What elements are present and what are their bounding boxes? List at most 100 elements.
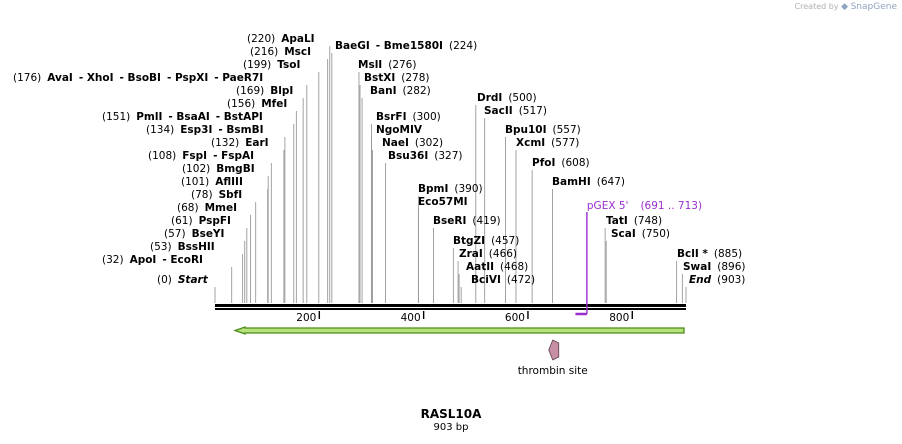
snapgene-credit: Created by ◆ SnapGene (795, 2, 897, 12)
site-label-part: ApoI (130, 254, 157, 266)
axis-tick-label: 200 (296, 312, 316, 324)
site-label: (32) ApoI - EcoRI (102, 254, 203, 266)
site-label-part: (32) (102, 254, 124, 266)
site-label: BpmI (390) (418, 183, 483, 195)
site-label: (53) BssHII (150, 241, 215, 253)
site-label-part: BamHI (552, 176, 591, 188)
site-label: (78) SbfI (191, 189, 242, 201)
site-label: (102) BmgBI (182, 163, 255, 175)
site-label-part: (220) (247, 33, 275, 45)
site-label-part: (102) (182, 163, 210, 175)
site-leaders (214, 46, 687, 303)
site-label: (176) AvaI - XhoI - BsoBI - PspXI - PaeR7I (13, 72, 263, 84)
snapgene-logo: ◆ (841, 2, 849, 12)
site-label-part: (132) (211, 137, 239, 149)
site-label-part: DrdI (477, 92, 502, 104)
site-label: (134) Esp3I - BsmBI (146, 124, 264, 136)
site-label-part: Esp3I (180, 124, 212, 136)
site-label-part: BmgBI (216, 163, 254, 175)
site-label: SwaI (896) (683, 261, 746, 273)
site-label-part: (468) (500, 261, 528, 273)
site-label-part: (278) (401, 72, 429, 84)
site-label-part: (302) (415, 137, 443, 149)
backbone-bottom-strand (215, 308, 686, 310)
site-label: (199) TsoI (243, 59, 300, 71)
site-label-part: (282) (402, 85, 430, 97)
site-label: PfoI (608) (532, 157, 590, 169)
site-label-part: PspFI (199, 215, 231, 227)
site-label: (156) MfeI (227, 98, 287, 110)
site-label-part: (557) (553, 124, 581, 136)
site-label-part: - Bme1580I (376, 40, 443, 52)
site-label: (169) BlpI (236, 85, 293, 97)
site-label-part: NaeI (382, 137, 409, 149)
site-label-part: BanI (370, 85, 396, 97)
site-label-part: TsoI (277, 59, 300, 71)
site-label-part: (134) (146, 124, 174, 136)
site-label-part: (108) (148, 150, 176, 162)
site-label-part: (608) (561, 157, 589, 169)
site-label: NaeI (302) (382, 137, 443, 149)
site-label: (61) PspFI (171, 215, 231, 227)
site-label-part: (224) (449, 40, 477, 52)
site-label-part: BclI * (677, 248, 708, 260)
site-label: ZraI (466) (459, 248, 517, 260)
site-label: BanI (282) (370, 85, 431, 97)
credit-prefix: Created by (794, 2, 839, 11)
site-label: AatII (468) (466, 261, 528, 273)
site-label-part: (903) (717, 274, 745, 286)
site-label-part: Start (178, 274, 209, 286)
site-label-part: (419) (472, 215, 500, 227)
site-label-part: BpmI (418, 183, 448, 195)
site-label-part: BstXI (364, 72, 395, 84)
site-label-part: SbfI (219, 189, 243, 201)
site-label-part: MslI (358, 59, 382, 71)
site-label: TatI (748) (606, 215, 662, 227)
site-label-part: BseRI (433, 215, 466, 227)
site-label: MslI (276) (358, 59, 416, 71)
site-label: (0) Start (157, 274, 209, 286)
site-label-part: AflIII (215, 176, 243, 188)
site-label-part: AvaI (47, 72, 73, 84)
site-label-part: (68) (177, 202, 199, 214)
site-label-part: PmlI (136, 111, 162, 123)
site-label-part: Bsu36I (388, 150, 428, 162)
site-label-part: (472) (507, 274, 535, 286)
primer-range: (691 .. 713) (640, 200, 702, 212)
site-label-part: - PaeR7I (214, 72, 263, 84)
axis-tick-label: 400 (401, 312, 421, 324)
site-label-part: (750) (642, 228, 670, 240)
site-label-part: (169) (236, 85, 264, 97)
site-label-part: EarI (245, 137, 268, 149)
site-label: Eco57MI (418, 196, 468, 208)
site-label-part: (457) (491, 235, 519, 247)
site-label-part: MmeI (205, 202, 237, 214)
site-label-part: PfoI (532, 157, 555, 169)
feature-group: thrombin site (233, 326, 685, 377)
site-label-part: (151) (102, 111, 130, 123)
site-label: BstXI (278) (364, 72, 430, 84)
site-label-part: (156) (227, 98, 255, 110)
axis-tick-label: 600 (505, 312, 525, 324)
feature-arrow (233, 326, 685, 335)
primer-group: pGEX 5' (691 .. 713) (575, 200, 702, 316)
site-label-part: BciVI (471, 274, 501, 286)
plasmid-name: RASL10A (420, 407, 482, 421)
site-label: (151) PmlI - BsaAI - BstAPI (102, 111, 263, 123)
site-label-part: FspI (182, 150, 207, 162)
site-label-part: (276) (388, 59, 416, 71)
site-label-part: (517) (519, 105, 547, 117)
primer-label: pGEX 5' (691 .. 713) (587, 200, 702, 212)
site-label-part: (896) (717, 261, 745, 273)
site-labels: (0) Start (32) ApoI - EcoRI(53) BssHII(57) Bse… (13, 33, 746, 286)
site-label-part: AatII (466, 261, 494, 273)
site-label-part: - BsmBI (218, 124, 263, 136)
site-label-part: (57) (164, 228, 186, 240)
site-label-part: ZraI (459, 248, 483, 260)
site-label-part: (0) (157, 274, 172, 286)
site-label-part: (500) (508, 92, 536, 104)
site-label-part: - PspXI (167, 72, 208, 84)
credit-brand: SnapGene (850, 2, 897, 12)
site-label: End (903) (689, 274, 745, 286)
